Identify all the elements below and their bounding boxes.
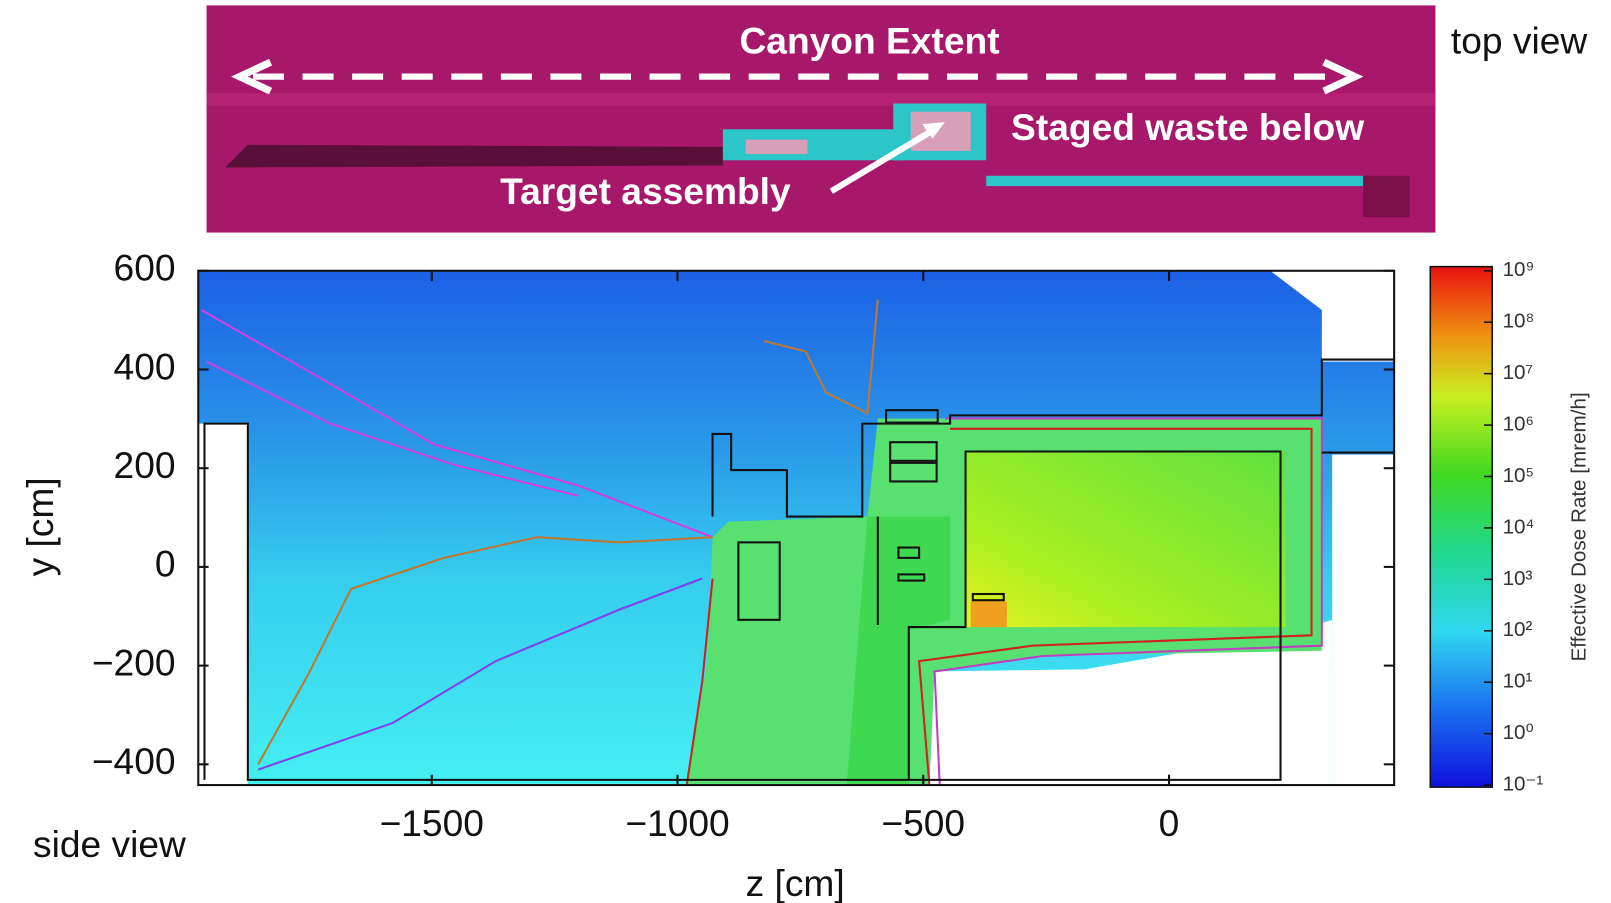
colorbar-tick-label: 10⁻¹ xyxy=(1503,773,1544,796)
colorbar-tick-label: 10⁸ xyxy=(1503,310,1535,333)
x-tick-label: 0 xyxy=(1159,802,1180,844)
colorbar-tick-label: 10² xyxy=(1503,618,1533,641)
figure: Canyon Extent Staged waste below Target … xyxy=(0,0,1611,903)
colorbar-tick-label: 10⁶ xyxy=(1503,413,1534,436)
annotation: top view xyxy=(1451,19,1587,61)
annotation: Target assembly xyxy=(500,170,791,212)
x-tick-label: −1000 xyxy=(625,802,729,844)
x-tick-label: −500 xyxy=(881,802,965,844)
y-tick-label: −200 xyxy=(92,641,176,683)
colorbar-tick-label: 10³ xyxy=(1503,567,1533,590)
colorbar-tick-label: 10⁷ xyxy=(1503,361,1533,384)
colorbar-tick-label: 10⁵ xyxy=(1503,464,1535,487)
colorbar-tick-label: 10⁰ xyxy=(1503,721,1534,744)
annotation: Staged waste below xyxy=(1011,106,1364,148)
y-tick-label: 400 xyxy=(114,345,176,387)
y-tick-label: −400 xyxy=(92,740,176,782)
annotation: Canyon Extent xyxy=(739,19,999,61)
dose-map xyxy=(198,271,1394,785)
colorbar-tick-label: 10⁴ xyxy=(1503,515,1535,538)
y-tick-label: 0 xyxy=(155,543,176,585)
colorbar-tick-label: 10¹ xyxy=(1503,670,1533,693)
x-axis-label: z [cm] xyxy=(746,862,845,903)
x-tick-label: −1500 xyxy=(380,802,484,844)
y-axis-label: y [cm] xyxy=(19,477,61,576)
colorbar-tick-label: 10⁹ xyxy=(1503,258,1535,281)
y-tick-label: 200 xyxy=(114,444,176,486)
colorbar-label: Effective Dose Rate [mrem/h] xyxy=(1567,392,1590,661)
y-tick-label: 600 xyxy=(114,247,176,289)
annotation: side view xyxy=(33,823,186,865)
top-view: Canyon Extent Staged waste below Target … xyxy=(207,5,1436,232)
colorbar xyxy=(1430,267,1492,787)
